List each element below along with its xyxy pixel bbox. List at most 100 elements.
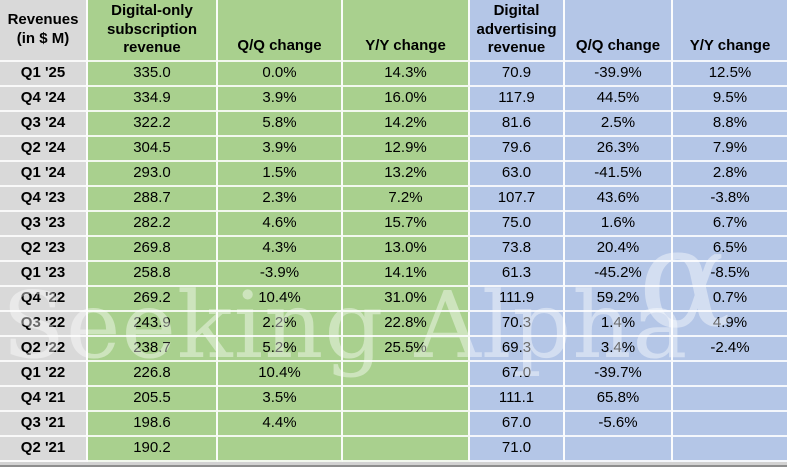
advertising-qq-change-cell[interactable]: 1.6% <box>565 212 673 237</box>
advertising-revenue-cell[interactable]: 71.0 <box>470 437 565 462</box>
advertising-yy-change-cell[interactable]: -3.8% <box>673 187 787 212</box>
subscription-yy-change-cell[interactable]: 12.9% <box>343 137 470 162</box>
quarter-label-cell[interactable]: Q3 '22 <box>0 312 88 337</box>
advertising-qq-change-cell[interactable]: 59.2% <box>565 287 673 312</box>
subscription-qq-change-cell[interactable]: 3.9% <box>218 87 343 112</box>
subscription-revenue-cell[interactable]: 238.7 <box>88 337 218 362</box>
subscription-yy-change-cell[interactable]: 16.0% <box>343 87 470 112</box>
subscription-qq-change-cell[interactable]: -3.9% <box>218 262 343 287</box>
subscription-yy-change-cell[interactable]: 7.2% <box>343 187 470 212</box>
subscription-revenue-cell[interactable]: 226.8 <box>88 362 218 387</box>
advertising-yy-change-cell[interactable] <box>673 362 787 387</box>
advertising-revenue-cell[interactable]: 67.0 <box>470 362 565 387</box>
advertising-qq-change-cell[interactable]: 43.6% <box>565 187 673 212</box>
column-header-advertising-yy-change[interactable]: Y/Y change <box>673 0 787 62</box>
quarter-label-cell[interactable]: Q2 '24 <box>0 137 88 162</box>
subscription-revenue-cell[interactable]: 288.7 <box>88 187 218 212</box>
advertising-qq-change-cell[interactable]: 20.4% <box>565 237 673 262</box>
advertising-yy-change-cell[interactable]: 2.8% <box>673 162 787 187</box>
subscription-yy-change-cell[interactable]: 14.3% <box>343 62 470 87</box>
subscription-qq-change-cell[interactable]: 10.4% <box>218 362 343 387</box>
subscription-qq-change-cell[interactable]: 3.9% <box>218 137 343 162</box>
quarter-label-cell[interactable]: Q1 '25 <box>0 62 88 87</box>
advertising-qq-change-cell[interactable]: 3.4% <box>565 337 673 362</box>
advertising-qq-change-cell[interactable]: -5.6% <box>565 412 673 437</box>
subscription-yy-change-cell[interactable]: 22.8% <box>343 312 470 337</box>
subscription-revenue-cell[interactable]: 198.6 <box>88 412 218 437</box>
column-header-advertising-qq-change[interactable]: Q/Q change <box>565 0 673 62</box>
subscription-qq-change-cell[interactable]: 4.4% <box>218 412 343 437</box>
column-header-subscription-qq-change[interactable]: Q/Q change <box>218 0 343 62</box>
advertising-qq-change-cell[interactable]: 26.3% <box>565 137 673 162</box>
advertising-revenue-cell[interactable]: 111.1 <box>470 387 565 412</box>
advertising-revenue-cell[interactable]: 107.7 <box>470 187 565 212</box>
column-header-subscription-yy-change[interactable]: Y/Y change <box>343 0 470 62</box>
advertising-qq-change-cell[interactable]: 2.5% <box>565 112 673 137</box>
quarter-label-cell[interactable]: Q4 '24 <box>0 87 88 112</box>
advertising-yy-change-cell[interactable]: 0.7% <box>673 287 787 312</box>
subscription-yy-change-cell[interactable]: 13.0% <box>343 237 470 262</box>
subscription-revenue-cell[interactable]: 205.5 <box>88 387 218 412</box>
advertising-revenue-cell[interactable]: 75.0 <box>470 212 565 237</box>
subscription-qq-change-cell[interactable]: 3.5% <box>218 387 343 412</box>
advertising-qq-change-cell[interactable]: 65.8% <box>565 387 673 412</box>
advertising-yy-change-cell[interactable]: 12.5% <box>673 62 787 87</box>
quarter-label-cell[interactable]: Q4 '21 <box>0 387 88 412</box>
advertising-yy-change-cell[interactable]: 7.9% <box>673 137 787 162</box>
subscription-revenue-cell[interactable]: 258.8 <box>88 262 218 287</box>
advertising-revenue-cell[interactable]: 79.6 <box>470 137 565 162</box>
advertising-revenue-cell[interactable]: 63.0 <box>470 162 565 187</box>
subscription-yy-change-cell[interactable]: 15.7% <box>343 212 470 237</box>
advertising-revenue-cell[interactable]: 73.8 <box>470 237 565 262</box>
quarter-label-cell[interactable]: Q1 '24 <box>0 162 88 187</box>
subscription-qq-change-cell[interactable]: 5.2% <box>218 337 343 362</box>
advertising-revenue-cell[interactable]: 70.3 <box>470 312 565 337</box>
subscription-revenue-cell[interactable]: 322.2 <box>88 112 218 137</box>
subscription-revenue-cell[interactable]: 304.5 <box>88 137 218 162</box>
advertising-yy-change-cell[interactable]: 9.5% <box>673 87 787 112</box>
subscription-yy-change-cell[interactable]: 31.0% <box>343 287 470 312</box>
quarter-label-cell[interactable]: Q3 '23 <box>0 212 88 237</box>
corner-header-revenues[interactable]: Revenues (in $ M) <box>0 0 88 62</box>
quarter-label-cell[interactable]: Q3 '21 <box>0 412 88 437</box>
subscription-revenue-cell[interactable]: 243.9 <box>88 312 218 337</box>
subscription-qq-change-cell[interactable]: 2.2% <box>218 312 343 337</box>
subscription-revenue-cell[interactable]: 269.2 <box>88 287 218 312</box>
subscription-revenue-cell[interactable]: 293.0 <box>88 162 218 187</box>
subscription-yy-change-cell[interactable] <box>343 362 470 387</box>
quarter-label-cell[interactable]: Q2 '23 <box>0 237 88 262</box>
subscription-yy-change-cell[interactable] <box>343 412 470 437</box>
subscription-qq-change-cell[interactable]: 0.0% <box>218 62 343 87</box>
subscription-revenue-cell[interactable]: 282.2 <box>88 212 218 237</box>
subscription-revenue-cell[interactable]: 269.8 <box>88 237 218 262</box>
quarter-label-cell[interactable]: Q1 '23 <box>0 262 88 287</box>
subscription-qq-change-cell[interactable]: 10.4% <box>218 287 343 312</box>
quarter-label-cell[interactable]: Q1 '22 <box>0 362 88 387</box>
advertising-yy-change-cell[interactable]: 6.7% <box>673 212 787 237</box>
subscription-yy-change-cell[interactable]: 14.2% <box>343 112 470 137</box>
quarter-label-cell[interactable]: Q3 '24 <box>0 112 88 137</box>
subscription-revenue-cell[interactable]: 190.2 <box>88 437 218 462</box>
quarter-label-cell[interactable]: Q2 '21 <box>0 437 88 462</box>
subscription-qq-change-cell[interactable]: 5.8% <box>218 112 343 137</box>
subscription-yy-change-cell[interactable] <box>343 387 470 412</box>
subscription-revenue-cell[interactable]: 334.9 <box>88 87 218 112</box>
advertising-revenue-cell[interactable]: 67.0 <box>470 412 565 437</box>
advertising-qq-change-cell[interactable]: -39.9% <box>565 62 673 87</box>
advertising-revenue-cell[interactable]: 70.9 <box>470 62 565 87</box>
subscription-qq-change-cell[interactable] <box>218 437 343 462</box>
advertising-qq-change-cell[interactable]: -41.5% <box>565 162 673 187</box>
quarter-label-cell[interactable]: Q4 '23 <box>0 187 88 212</box>
advertising-yy-change-cell[interactable] <box>673 412 787 437</box>
advertising-revenue-cell[interactable]: 69.3 <box>470 337 565 362</box>
advertising-yy-change-cell[interactable]: 6.5% <box>673 237 787 262</box>
advertising-revenue-cell[interactable]: 111.9 <box>470 287 565 312</box>
advertising-qq-change-cell[interactable] <box>565 437 673 462</box>
subscription-qq-change-cell[interactable]: 2.3% <box>218 187 343 212</box>
advertising-qq-change-cell[interactable]: -39.7% <box>565 362 673 387</box>
subscription-yy-change-cell[interactable]: 14.1% <box>343 262 470 287</box>
advertising-yy-change-cell[interactable]: -2.4% <box>673 337 787 362</box>
advertising-yy-change-cell[interactable]: -8.5% <box>673 262 787 287</box>
advertising-yy-change-cell[interactable]: 8.8% <box>673 112 787 137</box>
advertising-revenue-cell[interactable]: 117.9 <box>470 87 565 112</box>
